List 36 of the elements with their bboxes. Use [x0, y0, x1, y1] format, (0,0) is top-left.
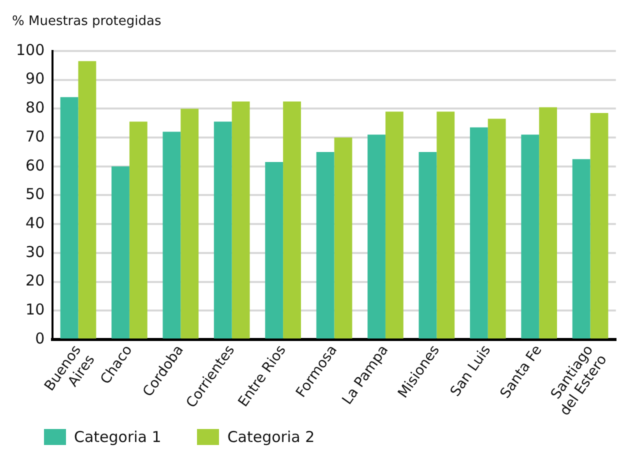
y-tick-label: 0: [35, 329, 45, 348]
bar: [78, 61, 96, 338]
y-tick-label: 60: [26, 156, 45, 174]
bar: [572, 159, 590, 338]
bar: [283, 101, 301, 338]
legend-label: Categoria 1: [74, 428, 162, 446]
bar: [265, 162, 284, 338]
y-tick-label: 30: [26, 242, 45, 261]
bar: [521, 134, 540, 338]
bar: [214, 122, 232, 338]
legend-label: Categoria 2: [227, 428, 315, 446]
bar: [112, 166, 130, 338]
y-tick-label: 50: [26, 185, 45, 204]
bar: [418, 152, 437, 338]
bar: [539, 107, 558, 338]
bar: [470, 127, 488, 338]
y-tick-label: 20: [26, 272, 45, 290]
bar: [488, 118, 506, 338]
y-tick-label: 70: [26, 127, 45, 146]
bar: [60, 97, 78, 338]
bar: [232, 101, 250, 338]
bar: [334, 138, 352, 338]
bar: [180, 108, 199, 338]
y-tick-label: 80: [26, 98, 45, 117]
y-tick-label: 40: [26, 214, 45, 232]
bar: [316, 152, 334, 338]
bar: [590, 113, 608, 338]
y-tick-label: 90: [26, 70, 45, 88]
bar: [436, 112, 455, 338]
bar: [129, 122, 148, 338]
y-tick-label: 100: [16, 40, 45, 59]
bar: [368, 134, 386, 338]
y-axis-title: % Muestras protegidas: [12, 14, 162, 29]
y-tick-label: 10: [26, 300, 45, 318]
bar: [385, 112, 404, 338]
bar: [162, 132, 181, 338]
